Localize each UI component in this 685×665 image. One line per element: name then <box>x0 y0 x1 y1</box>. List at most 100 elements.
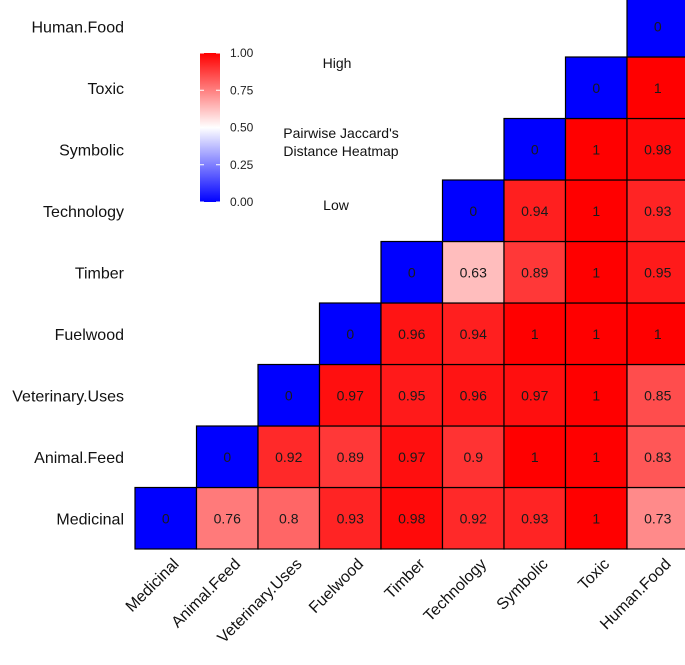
cell-value-label: 0 <box>162 510 170 526</box>
y-tick-label: Medicinal <box>56 511 124 528</box>
cell-value-label: 0.63 <box>460 264 487 280</box>
x-tick-label: Medicinal <box>123 556 183 616</box>
cell-value-label: 0 <box>469 203 477 219</box>
cell-value-label: 1 <box>592 387 600 403</box>
y-axis-labels: Medicinal Animal.Feed Veterinary.Uses Fuelw… <box>12 19 124 528</box>
x-tick-label: Fuelwood <box>306 556 367 617</box>
heatmap-cell-Technology-Technology <box>441 179 505 243</box>
y-tick-label: Human.Food <box>32 19 125 36</box>
heatmap-cell-Toxic-Human.Food <box>626 56 685 120</box>
cell-value-label: 1 <box>592 264 600 280</box>
heatmap-cell-Medicinal-Timber <box>380 486 444 550</box>
heatmap-cell-Veterinary.Uses-Technology <box>441 363 505 427</box>
heatmap-cell-Toxic-Toxic <box>564 56 628 120</box>
x-tick-label: Toxic <box>575 556 613 594</box>
cell-value-label: 0.93 <box>521 510 548 526</box>
heatmap-cell-Medicinal-Medicinal <box>134 486 198 550</box>
cell-value-label: 1 <box>592 449 600 465</box>
heatmap-cell-Timber-Timber <box>380 240 444 304</box>
y-tick-label: Veterinary.Uses <box>12 388 124 405</box>
cell-value-label: 0.98 <box>644 141 671 157</box>
cell-value-label: 0.93 <box>337 510 364 526</box>
cell-value-label: 0.97 <box>398 449 425 465</box>
cell-value-label: 0.85 <box>644 387 671 403</box>
cell-value-label: 0.89 <box>521 264 548 280</box>
heatmap-cell-Medicinal-Veterinary.Uses <box>257 486 321 550</box>
cell-value-label: 0.76 <box>214 510 241 526</box>
y-tick-label: Technology <box>43 204 124 221</box>
legend-tick-label: 0.00 <box>230 195 254 209</box>
cell-value-label: 0 <box>346 326 354 342</box>
cell-value-label: 0.95 <box>398 387 425 403</box>
legend-title-line-1: Pairwise Jaccard's <box>283 125 399 141</box>
y-tick-label: Symbolic <box>59 142 124 159</box>
heatmap-cell-Animal.Feed-Veterinary.Uses <box>257 425 321 489</box>
y-tick-label: Timber <box>75 265 125 282</box>
color-legend: 1.00 0.75 0.50 0.25 0.00 High Pairwise Jacca… <box>200 46 399 213</box>
cell-value-label: 0.97 <box>521 387 548 403</box>
x-tick-label: Technology <box>421 556 490 625</box>
heatmap-cell-Animal.Feed-Human.Food <box>626 425 685 489</box>
cell-value-label: 1 <box>592 141 600 157</box>
heatmap-cell-Timber-Human.Food <box>626 240 685 304</box>
heatmap-cell-Medicinal-Technology <box>441 486 505 550</box>
x-tick-label: Symbolic <box>494 556 552 614</box>
cell-value-label: 0 <box>223 449 231 465</box>
y-tick-label: Animal.Feed <box>34 450 124 467</box>
cell-value-label: 0.94 <box>521 203 548 219</box>
heatmap-cell-Medicinal-Toxic <box>564 486 628 550</box>
cell-value-label: 1 <box>531 449 539 465</box>
heatmap-cell-Fuelwood-Fuelwood <box>318 302 382 366</box>
heatmap-cell-Animal.Feed-Timber <box>380 425 444 489</box>
heatmap-cell-Timber-Symbolic <box>503 240 567 304</box>
heatmap-cell-Animal.Feed-Fuelwood <box>318 425 382 489</box>
heatmap-cell-Animal.Feed-Animal.Feed <box>195 425 259 489</box>
cell-value-label: 0 <box>592 80 600 96</box>
cell-value-label: 0.89 <box>337 449 364 465</box>
cell-value-label: 1 <box>592 510 600 526</box>
heatmap-cell-Symbolic-Human.Food <box>626 117 685 181</box>
heatmap-cell-Animal.Feed-Toxic <box>564 425 628 489</box>
cell-value-label: 1 <box>654 326 662 342</box>
cell-value-label: 0.94 <box>460 326 487 342</box>
legend-title-line-2: Distance Heatmap <box>283 143 398 159</box>
heatmap-cell-Human.Food-Human.Food <box>626 0 685 58</box>
heatmap-cell-Animal.Feed-Technology <box>441 425 505 489</box>
y-tick-label: Fuelwood <box>55 327 124 344</box>
cell-value-label: 0.93 <box>644 203 671 219</box>
legend-tick-label: 0.25 <box>230 158 254 172</box>
heatmap-cell-Medicinal-Animal.Feed <box>195 486 259 550</box>
cell-value-label: 0 <box>531 141 539 157</box>
heatmap-cell-Technology-Human.Food <box>626 179 685 243</box>
cell-value-label: 0 <box>408 264 416 280</box>
legend-high-label: High <box>323 55 352 71</box>
cell-value-label: 0.8 <box>279 510 299 526</box>
cell-value-label: 0.96 <box>398 326 425 342</box>
legend-tick-label: 0.75 <box>230 83 254 97</box>
heatmap-cells: 0 0.76 0.8 0.93 0.98 0.92 0.93 1 0.73 0 0.92 0.89 0.… <box>134 0 685 550</box>
cell-value-label: 0.96 <box>460 387 487 403</box>
cell-value-label: 1 <box>654 80 662 96</box>
cell-value-label: 0.83 <box>644 449 671 465</box>
legend-tick-label: 1.00 <box>230 46 254 60</box>
cell-value-label: 0.95 <box>644 264 671 280</box>
x-tick-label: Timber <box>382 555 429 602</box>
legend-low-label: Low <box>323 197 350 213</box>
cell-value-label: 0.73 <box>644 510 671 526</box>
cell-value-label: 1 <box>531 326 539 342</box>
heatmap-cell-Medicinal-Human.Food <box>626 486 685 550</box>
cell-value-label: 1 <box>592 203 600 219</box>
heatmap-cell-Fuelwood-Symbolic <box>503 302 567 366</box>
cell-value-label: 0.98 <box>398 510 425 526</box>
heatmap-cell-Timber-Technology <box>441 240 505 304</box>
cell-value-label: 0 <box>285 387 293 403</box>
y-tick-label: Toxic <box>88 81 124 98</box>
cell-value-label: 0.9 <box>464 449 484 465</box>
heatmap-cell-Symbolic-Symbolic <box>503 117 567 181</box>
cell-value-label: 0.92 <box>275 449 302 465</box>
cell-value-label: 0 <box>654 18 662 34</box>
legend-tick-label: 0.50 <box>230 121 254 135</box>
legend-colorbar <box>200 53 220 202</box>
